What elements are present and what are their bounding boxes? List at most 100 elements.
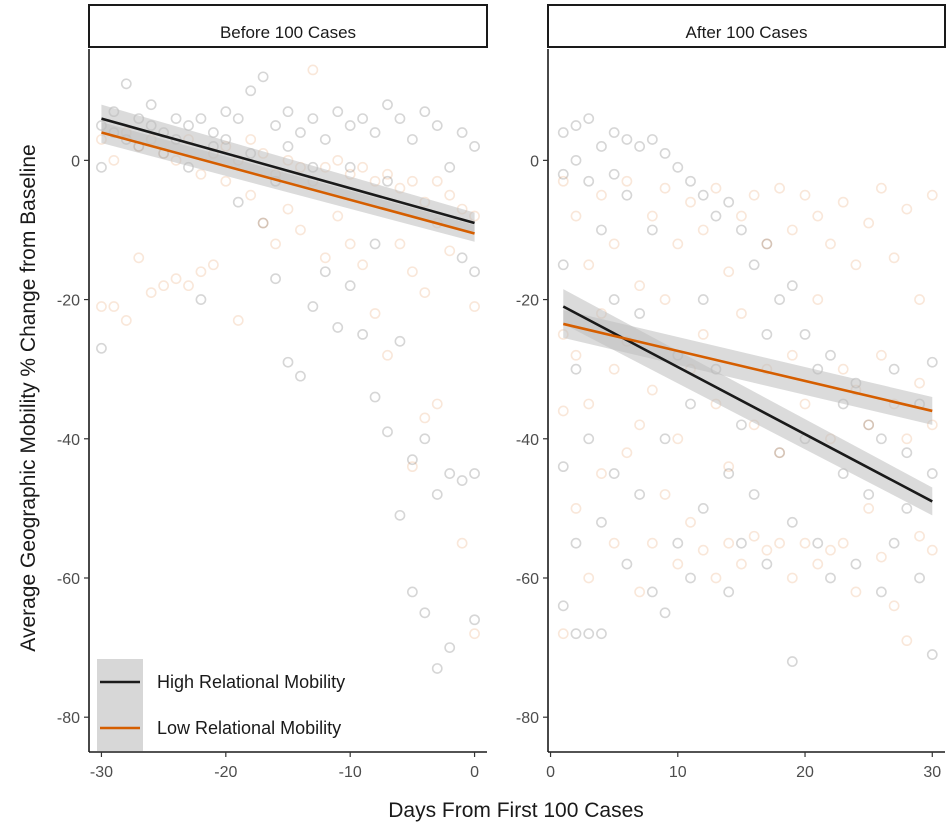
data-point-high <box>812 537 824 549</box>
data-point-low <box>319 252 331 264</box>
data-point-high <box>888 537 900 549</box>
data-point-high <box>469 141 480 152</box>
data-point-high <box>431 489 443 500</box>
data-point-low <box>570 349 582 361</box>
data-point-high <box>369 238 381 250</box>
y-tick-label: -80 <box>516 710 539 727</box>
data-point-high <box>282 141 294 152</box>
data-point-high <box>419 106 431 118</box>
data-point-high <box>406 586 418 598</box>
data-point-high <box>469 266 480 278</box>
data-point-low <box>419 412 431 424</box>
panel-strip <box>547 4 946 48</box>
data-point-high <box>774 294 785 305</box>
data-point-low <box>96 301 107 312</box>
data-point-high <box>736 419 747 431</box>
data-point-high <box>761 238 773 250</box>
data-point-high <box>456 475 468 486</box>
y-tick-label: -40 <box>57 432 80 449</box>
data-point-low <box>863 502 875 514</box>
data-point-high <box>282 356 294 368</box>
data-point-high <box>557 168 569 180</box>
data-point-low <box>133 252 145 264</box>
data-point-high <box>634 308 646 319</box>
fit-line-high <box>101 117 475 225</box>
data-point-high <box>608 168 620 180</box>
data-point-high <box>319 134 331 145</box>
data-point-low <box>570 502 582 514</box>
data-point-high <box>736 224 747 236</box>
data-point-high <box>723 586 735 598</box>
data-point-low <box>557 175 569 187</box>
data-point-high <box>257 71 269 83</box>
data-point-low <box>736 558 747 570</box>
legend-item-high: High Relational Mobility <box>97 659 345 705</box>
data-point-low <box>812 210 824 222</box>
data-point-low <box>357 161 369 173</box>
data-point-high <box>596 516 607 528</box>
data-point-low <box>394 238 406 250</box>
data-point-high <box>621 558 633 570</box>
data-point-low <box>583 572 595 584</box>
legend-label: High Relational Mobility <box>157 672 345 692</box>
data-point-high <box>914 572 925 584</box>
data-point-low <box>685 516 696 528</box>
data-point-low <box>825 544 836 556</box>
data-point-high <box>394 509 406 521</box>
data-point-high <box>583 433 595 445</box>
data-point-high <box>207 127 219 138</box>
panel-title: Before 100 Cases <box>220 23 356 42</box>
data-point-high <box>120 78 132 90</box>
data-point-high <box>926 468 938 479</box>
data-point-low <box>723 537 735 549</box>
data-point-high <box>570 537 582 549</box>
data-point-high <box>583 628 595 640</box>
data-point-low <box>444 245 456 257</box>
data-point-high <box>245 85 257 97</box>
y-tick-label: -80 <box>57 710 80 727</box>
data-point-low <box>469 628 480 640</box>
data-point-high <box>232 113 244 125</box>
data-point-high <box>888 363 900 375</box>
data-point-high <box>557 600 569 612</box>
data-point-low <box>419 287 431 299</box>
data-point-high <box>96 161 107 173</box>
data-point-high <box>736 537 747 549</box>
data-point-high <box>659 607 671 619</box>
data-point-low <box>888 252 900 264</box>
data-point-high <box>406 454 418 466</box>
data-point-high <box>357 328 369 340</box>
data-point-low <box>875 551 887 563</box>
data-point-low <box>257 217 269 229</box>
data-point-high <box>621 189 633 201</box>
y-tick-label: -60 <box>57 571 80 588</box>
data-point-high <box>557 127 569 138</box>
data-point-high <box>748 259 760 271</box>
data-point-high <box>369 127 381 138</box>
panel-title: After 100 Cases <box>686 23 808 42</box>
data-point-low <box>295 224 306 236</box>
data-point-high <box>431 663 443 674</box>
data-point-low <box>697 224 709 236</box>
data-point-low <box>748 189 760 201</box>
data-point-low <box>120 315 132 326</box>
data-point-high <box>583 113 595 125</box>
data-point-low <box>232 315 244 326</box>
data-point-low <box>799 189 811 201</box>
y-tick-label: -20 <box>516 293 539 310</box>
data-point-high <box>659 148 671 159</box>
fit-line-low <box>562 322 933 413</box>
data-point-high <box>332 322 344 333</box>
data-point-high <box>332 106 344 118</box>
data-point-low <box>723 266 735 278</box>
data-point-high <box>570 628 582 640</box>
data-point-high <box>710 210 722 222</box>
data-point-high <box>406 134 418 145</box>
y-tick-label: -40 <box>516 432 539 449</box>
data-point-high <box>570 363 582 375</box>
data-point-high <box>926 649 938 660</box>
data-point-high <box>344 280 356 292</box>
data-point-low <box>723 461 735 473</box>
data-point-low <box>596 468 607 479</box>
